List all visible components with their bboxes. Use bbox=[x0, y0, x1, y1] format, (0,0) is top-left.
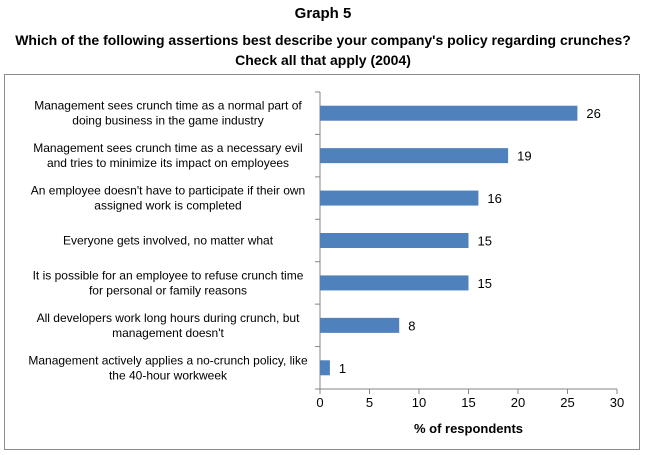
category-label-line: It is possible for an employee to refuse… bbox=[33, 268, 304, 282]
category-label: An employee doesn't have to participate … bbox=[31, 184, 305, 213]
plot-frame bbox=[4, 74, 640, 450]
x-tick-label: 25 bbox=[560, 395, 574, 410]
bar bbox=[320, 190, 479, 206]
x-tick-label: 10 bbox=[412, 395, 426, 410]
category-label-line: All developers work long hours during cr… bbox=[37, 311, 300, 325]
category-label-line: and tries to minimize its impact on empl… bbox=[47, 156, 289, 170]
category-label: Management actively applies a no-crunch … bbox=[28, 353, 308, 382]
data-label: 15 bbox=[478, 234, 492, 249]
x-tick-label: 5 bbox=[366, 395, 373, 410]
data-label: 1 bbox=[339, 361, 346, 376]
bar bbox=[320, 105, 578, 121]
x-tick-label: 15 bbox=[461, 395, 475, 410]
bar bbox=[320, 233, 469, 248]
graph-label: Graph 5 bbox=[294, 5, 352, 22]
x-tick-label: 0 bbox=[316, 395, 323, 410]
category-label-line: the 40-hour workweek bbox=[109, 368, 228, 382]
category-label-line: Everyone gets involved, no matter what bbox=[63, 234, 274, 248]
bar bbox=[320, 148, 509, 164]
data-label: 8 bbox=[408, 318, 415, 333]
data-label: 19 bbox=[517, 149, 531, 164]
x-tick-label: 20 bbox=[511, 395, 525, 410]
chart-title-line-1: Which of the following assertions best d… bbox=[15, 32, 631, 48]
category-label-line: assigned work is completed bbox=[94, 199, 241, 213]
category-label-line: for personal or family reasons bbox=[89, 283, 247, 297]
category-label-line: management doesn't bbox=[112, 326, 224, 340]
category-label-line: Management sees crunch time as a normal … bbox=[34, 99, 302, 113]
category-label: All developers work long hours during cr… bbox=[37, 311, 300, 340]
x-axis-title: % of respondents bbox=[414, 421, 523, 436]
bar bbox=[320, 275, 469, 291]
bar bbox=[320, 317, 400, 333]
category-label: Management sees crunch time as a normal … bbox=[34, 99, 302, 128]
x-tick-label: 30 bbox=[610, 395, 624, 410]
bar bbox=[320, 360, 330, 376]
data-label: 15 bbox=[478, 276, 492, 291]
data-label: 16 bbox=[487, 191, 501, 206]
data-label: 26 bbox=[586, 106, 600, 121]
category-label-line: doing business in the game industry bbox=[72, 114, 263, 128]
category-label: It is possible for an employee to refuse… bbox=[33, 268, 304, 297]
category-label: Everyone gets involved, no matter what bbox=[63, 234, 274, 248]
category-label-line: An employee doesn't have to participate … bbox=[31, 184, 305, 198]
category-label: Management sees crunch time as a necessa… bbox=[33, 141, 302, 170]
category-label-line: Management actively applies a no-crunch … bbox=[28, 353, 308, 367]
chart-title-line-2: Check all that apply (2004) bbox=[235, 52, 411, 68]
category-label-line: Management sees crunch time as a necessa… bbox=[33, 141, 302, 155]
